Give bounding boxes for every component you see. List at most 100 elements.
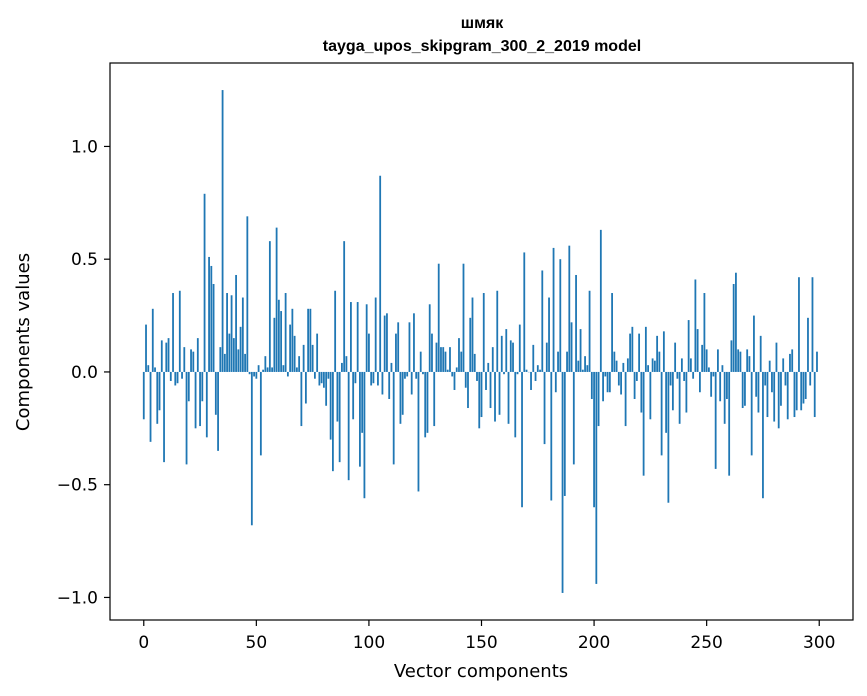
bar [388,371,391,399]
bar [676,371,679,379]
bar [802,371,805,404]
bar [599,229,602,372]
bar [316,333,319,372]
bar [597,371,600,427]
bar [552,247,555,372]
bar [800,371,803,411]
bar [712,371,715,377]
bar [397,322,400,372]
bar [444,351,447,372]
bar [717,349,719,372]
bar [165,342,168,372]
bar [320,371,323,384]
bar [390,362,393,372]
bar [142,371,145,420]
bar [172,293,174,372]
bar [363,371,366,499]
bar [768,360,771,372]
bar [809,371,812,386]
bar [347,371,350,481]
bar [813,371,816,418]
bar [780,371,782,406]
bar [518,324,521,372]
bar [755,371,758,397]
bar [750,371,753,456]
bar [422,371,424,375]
bar [419,351,422,372]
bar [559,259,562,372]
bar [365,304,368,372]
plot-frame [109,62,854,621]
bar [730,340,733,372]
bar [631,326,634,372]
bar [395,333,397,372]
bar [757,371,760,413]
bar [735,272,737,372]
bar [617,371,620,386]
bar [230,295,233,372]
bar [807,317,809,372]
bar [277,299,280,372]
bar [284,293,287,372]
bar [710,371,713,397]
x-tick-label: 200 [578,633,610,653]
bar [478,371,481,429]
bar [523,252,526,372]
bar [739,351,742,372]
bar [338,371,341,463]
bar [336,371,339,422]
bar [491,347,494,372]
bar [773,371,776,422]
bar [622,362,625,372]
bar [471,297,474,372]
bar [325,371,328,406]
bar [579,329,582,372]
bar [334,290,337,372]
bar [309,308,312,372]
bar [176,371,179,384]
bar [762,371,764,499]
bar [300,371,303,427]
bar [660,371,663,456]
bar [268,241,271,372]
bar [219,347,222,372]
bar [174,371,177,386]
bar [588,290,591,372]
bar [726,371,728,399]
bar [345,356,348,372]
bar [250,371,253,526]
bar [431,333,433,372]
bar [449,347,451,372]
bar [784,371,787,386]
bar [329,371,332,440]
bar [505,329,508,372]
bar [280,311,283,372]
bar [606,371,609,393]
bar [201,371,204,402]
bar [377,371,379,386]
bar [694,279,697,372]
bar [539,369,541,372]
bar [322,371,325,388]
bar [275,227,278,372]
x-tick-label: 150 [465,633,497,653]
bar [169,371,172,381]
x-axis-label: Vector components [394,661,568,682]
bar [509,340,512,372]
bar [273,317,276,372]
bar [651,358,654,372]
bar [433,371,436,427]
bar [816,351,818,372]
y-tick-label: 0.5 [71,250,98,270]
bar [271,367,274,372]
bar [534,371,537,381]
bar [453,371,456,390]
bar [653,360,656,372]
bar [190,349,192,372]
bar [692,371,695,379]
bar [304,371,307,404]
bar [318,371,321,386]
bar [313,371,316,379]
x-tick-label: 250 [690,633,722,653]
bar [302,344,305,372]
